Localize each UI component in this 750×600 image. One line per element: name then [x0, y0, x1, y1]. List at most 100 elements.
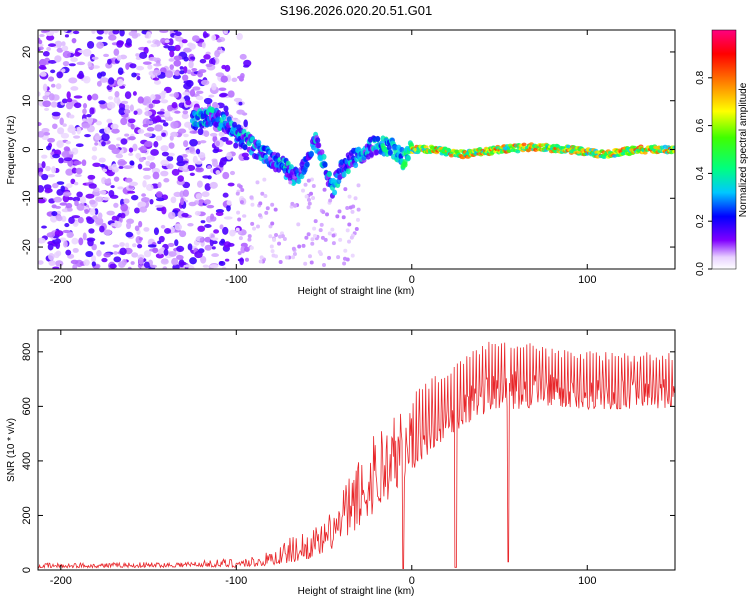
spectrogram-cell — [134, 207, 141, 214]
spectrogram-cell — [197, 79, 202, 84]
spectrogram-cell — [179, 98, 186, 103]
spectrogram-cell — [148, 103, 154, 109]
spectrogram-cell — [120, 138, 128, 145]
spectrogram-cell — [249, 195, 254, 200]
spectrogram-cell — [301, 188, 306, 193]
spectrogram-cell — [59, 117, 64, 126]
spectrogram-cell — [171, 257, 179, 266]
spectrogram-cell — [204, 224, 212, 228]
spectrogram-cell — [55, 250, 62, 257]
spectrogram-cell — [347, 222, 352, 227]
spectrogram-cell — [42, 100, 52, 108]
spectrogram-cell — [59, 202, 68, 206]
spectrogram-cell — [91, 30, 96, 34]
spectrogram-cell — [160, 258, 169, 265]
spectrogram-cell — [147, 244, 157, 248]
spectrogram-cell — [195, 95, 204, 101]
spectrogram-cell — [223, 216, 233, 220]
spectrogram-cell — [154, 168, 160, 172]
spectrogram-cell — [142, 180, 147, 188]
spectrogram-cell — [139, 145, 147, 154]
y-tick-label: 10 — [21, 95, 33, 107]
spectrogram-cell — [68, 77, 78, 84]
spectrogram-cell — [227, 182, 235, 187]
spectrogram-cell — [186, 69, 192, 75]
spectrogram-cell — [55, 241, 61, 249]
spectrogram-cell — [262, 177, 267, 182]
spectrogram-cell — [181, 39, 188, 44]
spectrogram-cell — [343, 187, 348, 192]
spectrogram-cell — [150, 43, 158, 48]
spectrogram-cell — [82, 103, 88, 109]
spectrogram-cell — [98, 100, 106, 105]
spectrogram-cell — [189, 89, 196, 97]
spectrogram-cell — [137, 201, 146, 209]
spectrogram-cell — [174, 44, 181, 52]
spectrogram-cell — [136, 65, 145, 71]
spectrogram-cell — [70, 57, 78, 63]
spectrogram-cell — [200, 79, 210, 86]
spectrogram-cell — [85, 250, 94, 258]
spectrogram-cell — [240, 73, 245, 79]
spectrogram-cell — [96, 36, 103, 40]
spectrogram-cell — [142, 96, 152, 104]
spectrogram-cell — [204, 183, 211, 191]
spectrogram-cell — [226, 205, 231, 212]
spectrogram-cell — [238, 184, 243, 189]
spectrogram-cell — [160, 99, 169, 104]
spectrogram-cell — [145, 160, 151, 167]
colorbar-gradient — [711, 29, 737, 270]
spectrogram-cell — [48, 253, 55, 261]
spectrogram-cell — [187, 243, 193, 251]
spectrogram-cell — [38, 185, 45, 193]
spectrogram-cell — [130, 261, 135, 265]
spectrogram-cell — [102, 168, 108, 173]
spectrogram-cell — [258, 201, 263, 206]
spectrogram-cell — [72, 247, 79, 253]
spectrogram-cell — [95, 120, 102, 126]
spectrogram-cell — [211, 246, 216, 250]
spectrogram-cell — [153, 63, 162, 67]
spectrogram-cell — [137, 243, 143, 249]
spectrogram-cell — [74, 200, 79, 207]
spectrogram-cell — [187, 223, 194, 227]
spectrogram-cell — [94, 142, 99, 146]
spectrogram-cell — [236, 210, 241, 215]
spectrogram-cell — [63, 30, 68, 33]
spectrogram-cell — [215, 72, 225, 77]
colorbar-tick-label: 0.0 — [695, 262, 706, 276]
spectrogram-cell — [258, 213, 263, 218]
spectrogram-cell — [222, 226, 229, 235]
spectrogram-cell — [213, 229, 220, 234]
spectrogram-cell — [227, 242, 235, 247]
spectrogram-cell — [221, 114, 227, 121]
spectrogram-cell — [88, 228, 95, 234]
spectrogram-cell — [199, 237, 205, 243]
spectrogram-cell — [82, 108, 87, 115]
spectrogram-cell — [197, 152, 206, 159]
spectrogram-cell — [94, 135, 102, 141]
spectrogram-cell — [149, 120, 154, 125]
spectrogram-cell — [104, 178, 111, 184]
spectrogram-cell — [167, 242, 175, 248]
spectrogram-cell — [270, 221, 275, 226]
spectrogram-cell — [244, 257, 249, 262]
spectrogram-cell — [91, 255, 97, 263]
spectrogram-cell — [167, 104, 174, 112]
spectrogram-cell — [320, 235, 325, 240]
spectrogram-cell — [237, 230, 242, 235]
spectrogram-x-axis: -200 -100 0 100 — [50, 30, 596, 286]
spectrogram-cell — [268, 234, 273, 239]
spectrogram-cell — [51, 211, 58, 217]
spectrogram-cell — [65, 140, 71, 145]
spectrogram-cell — [119, 242, 125, 247]
spectrogram-cell — [312, 233, 317, 238]
spectrogram-cell — [168, 142, 175, 149]
spectrogram-cell — [103, 229, 112, 236]
spectrogram-cell — [171, 102, 178, 109]
spectrogram-cell — [354, 227, 359, 232]
spectrogram-cell — [117, 67, 124, 75]
spectrogram-cell — [91, 65, 101, 69]
snr-y-label: SNR (10 * v/v) — [6, 418, 17, 482]
spectrogram-cell — [38, 130, 45, 138]
